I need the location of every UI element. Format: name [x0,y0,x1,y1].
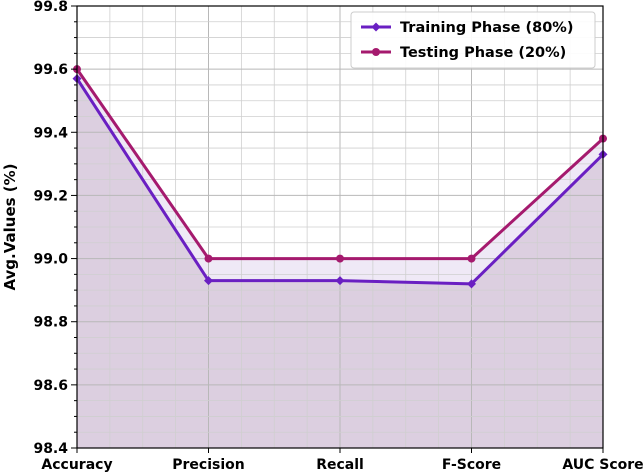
legend-testing-label: Testing Phase (20%) [400,45,566,61]
training-point [204,276,213,286]
training-point [335,276,345,286]
y-tick-label: 98.8 [33,315,68,331]
legend-training-marker [371,22,381,32]
legend: Training Phase (80%) Testing Phase (20%) [350,11,596,69]
testing-point [336,254,344,263]
x-tick-label: AUC Score [562,457,643,473]
y-tick-label: 99.6 [33,62,68,78]
y-tick-label: 98.6 [33,378,68,394]
legend-testing-marker [372,48,380,56]
training-point [467,279,476,289]
axes [71,5,604,453]
x-tick-label: Recall [316,457,364,473]
grid [76,5,604,449]
y-tick-label: 98.4 [33,441,68,457]
x-tick-label: F-Score [442,457,501,473]
testing-point [467,254,476,263]
y-tick-label: 99.4 [33,125,68,141]
legend-box [350,11,596,69]
x-tick-label: Precision [172,457,244,473]
tick-labels: 98.4 98.6 98.8 99.0 99.2 99.4 99.6 99.8 Accuracy… [33,0,643,473]
testing-point [204,254,213,263]
y-tick-label: 99.0 [33,252,68,268]
legend-training-label: Training Phase (80%) [400,20,573,36]
x-tick-label: Accuracy [41,457,112,473]
y-axis-title: Avg.Values (%) [1,163,19,290]
y-tick-label: 99.8 [33,0,68,15]
y-tick-label: 99.2 [33,188,68,204]
